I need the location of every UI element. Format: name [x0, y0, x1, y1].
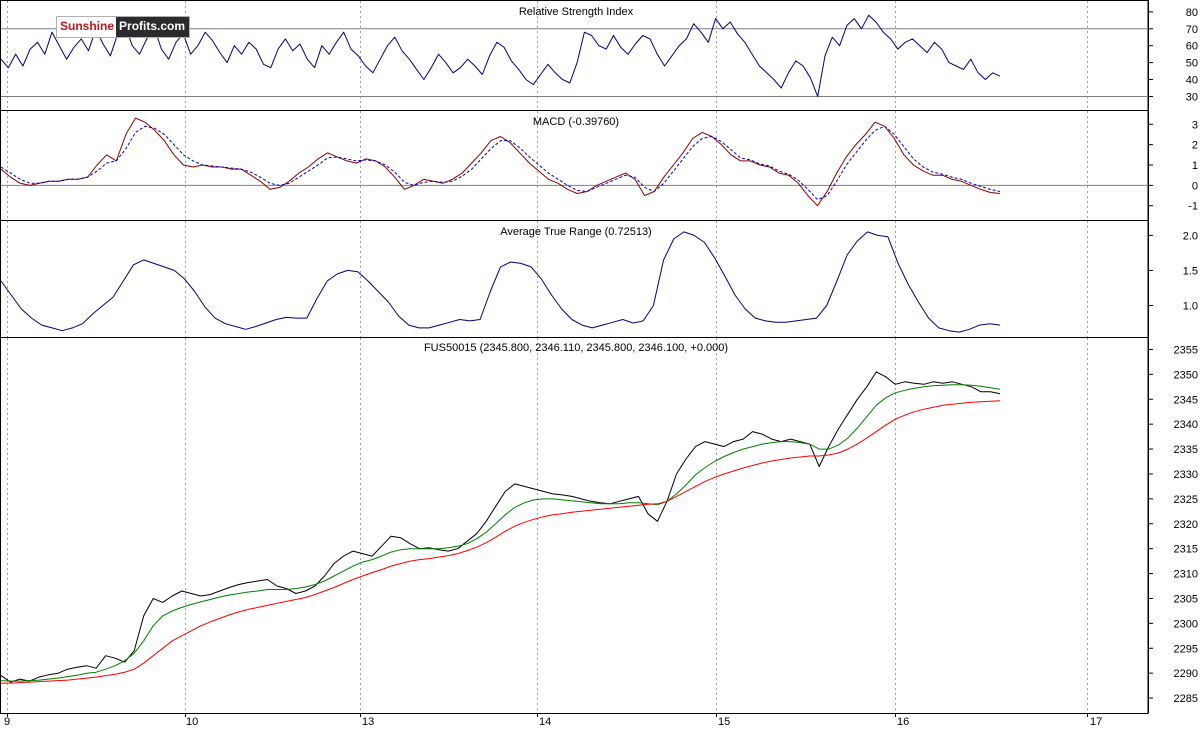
atr-line: [0, 231, 1001, 333]
price-y-tick-label: 2345: [1174, 394, 1198, 406]
price-y-tick-label: 2310: [1174, 569, 1198, 581]
rsi-title: Relative Strength Index: [519, 6, 634, 18]
rsi-line: [0, 14, 1001, 97]
price-y-tick-label: 2285: [1174, 693, 1198, 705]
price-line: [0, 371, 1001, 683]
price-y-tick-label: 2330: [1174, 469, 1198, 481]
atr-y-tick-label: 2.0: [1183, 230, 1198, 242]
price-y-tick-label: 2300: [1174, 618, 1198, 630]
x-tick-label: 16: [897, 716, 909, 728]
price-y-tick-label: 2340: [1174, 419, 1198, 431]
rsi-y-tick-label: 60: [1186, 41, 1198, 53]
macd-line: [0, 117, 1001, 207]
rsi-y-tick-label: 70: [1186, 24, 1198, 36]
x-tick-label: 15: [718, 716, 730, 728]
macd-y-tick-label: 0: [1192, 180, 1198, 192]
macd-y-tick-label: 1: [1192, 160, 1198, 172]
atr-title: Average True Range (0.72513): [500, 226, 651, 238]
brand-logo-part1: Sunshine: [57, 17, 117, 37]
rsi-y-tick-label: 40: [1186, 75, 1198, 87]
macd-title: MACD (-0.39760): [533, 116, 619, 128]
macd-y-tick-label: 3: [1192, 119, 1198, 131]
atr-y-tick-label: 1.0: [1183, 300, 1198, 312]
price-y-tick-label: 2350: [1174, 369, 1198, 381]
rsi-y-tick-label: 50: [1186, 58, 1198, 70]
x-tick-label: 9: [4, 716, 10, 728]
price-y-tick-label: 2325: [1174, 494, 1198, 506]
ma-fast-line: [0, 384, 1001, 682]
x-tick-label: 17: [1090, 716, 1102, 728]
macd-signal-line: [0, 125, 1001, 201]
macd-y-tick-label: 2: [1192, 140, 1198, 152]
brand-logo: Sunshine Profits.com: [56, 16, 191, 38]
atr-y-tick-label: 1.5: [1183, 265, 1198, 277]
x-tick-label: 14: [539, 716, 551, 728]
price-title: FUS50015 (2345.800, 2346.110, 2345.800, …: [424, 342, 728, 354]
price-panel-frame: [0, 337, 1149, 714]
x-tick-label: 13: [362, 716, 374, 728]
x-tick-label: 10: [186, 716, 198, 728]
rsi-y-tick-label: 30: [1186, 91, 1198, 103]
rsi-y-tick-label: 80: [1186, 7, 1198, 19]
brand-logo-part2: Profits.com: [116, 17, 190, 37]
price-y-tick-label: 2320: [1174, 519, 1198, 531]
price-y-tick-label: 2355: [1174, 344, 1198, 356]
macd-y-tick-label: -1: [1188, 201, 1198, 213]
ma-slow-line: [1, 400, 1001, 684]
price-y-tick-label: 2315: [1174, 544, 1198, 556]
price-y-tick-label: 2305: [1174, 593, 1198, 605]
price-y-tick-label: 2295: [1174, 643, 1198, 655]
price-y-tick-label: 2335: [1174, 444, 1198, 456]
price-y-tick-label: 2290: [1174, 668, 1198, 680]
atr-panel-frame: [0, 220, 1149, 338]
